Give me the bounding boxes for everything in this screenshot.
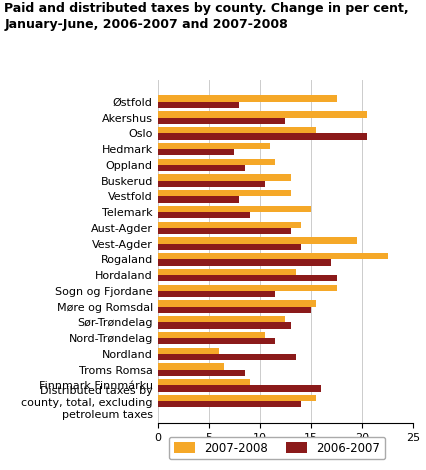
Bar [158, 212, 250, 219]
Bar [158, 243, 301, 250]
Text: Paid and distributed taxes by county. Change in per cent,
January-June, 2006-200: Paid and distributed taxes by county. Ch… [4, 2, 409, 31]
Bar [158, 300, 316, 306]
Bar [158, 180, 265, 187]
Bar [158, 269, 296, 275]
Bar [158, 149, 234, 156]
Bar [158, 284, 337, 291]
Bar [158, 127, 316, 133]
Bar [158, 306, 311, 313]
Bar [158, 221, 301, 228]
Bar [158, 354, 296, 360]
Bar [158, 206, 311, 212]
Bar [158, 379, 250, 385]
Bar [158, 369, 245, 376]
Bar [158, 401, 301, 407]
Bar [158, 322, 291, 329]
Bar [158, 253, 388, 259]
Bar [158, 111, 367, 118]
Bar [158, 291, 275, 297]
Bar [158, 275, 337, 282]
Bar [158, 395, 316, 401]
Bar [158, 332, 265, 338]
Bar [158, 158, 275, 165]
Bar [158, 316, 285, 322]
Bar [158, 95, 337, 102]
Bar [158, 338, 275, 345]
Bar [158, 165, 245, 171]
Bar [158, 363, 224, 369]
Legend: 2007-2008, 2006-2007: 2007-2008, 2006-2007 [169, 437, 385, 459]
Bar [158, 347, 219, 354]
Bar [158, 237, 357, 243]
Bar [158, 102, 239, 108]
Bar [158, 259, 331, 266]
Bar [158, 174, 291, 180]
Bar [158, 143, 270, 149]
Bar [158, 196, 239, 203]
Bar [158, 228, 291, 234]
Bar [158, 118, 285, 124]
Bar [158, 190, 291, 196]
Bar [158, 385, 321, 392]
Bar [158, 133, 367, 140]
X-axis label: Per cent: Per cent [261, 448, 310, 461]
